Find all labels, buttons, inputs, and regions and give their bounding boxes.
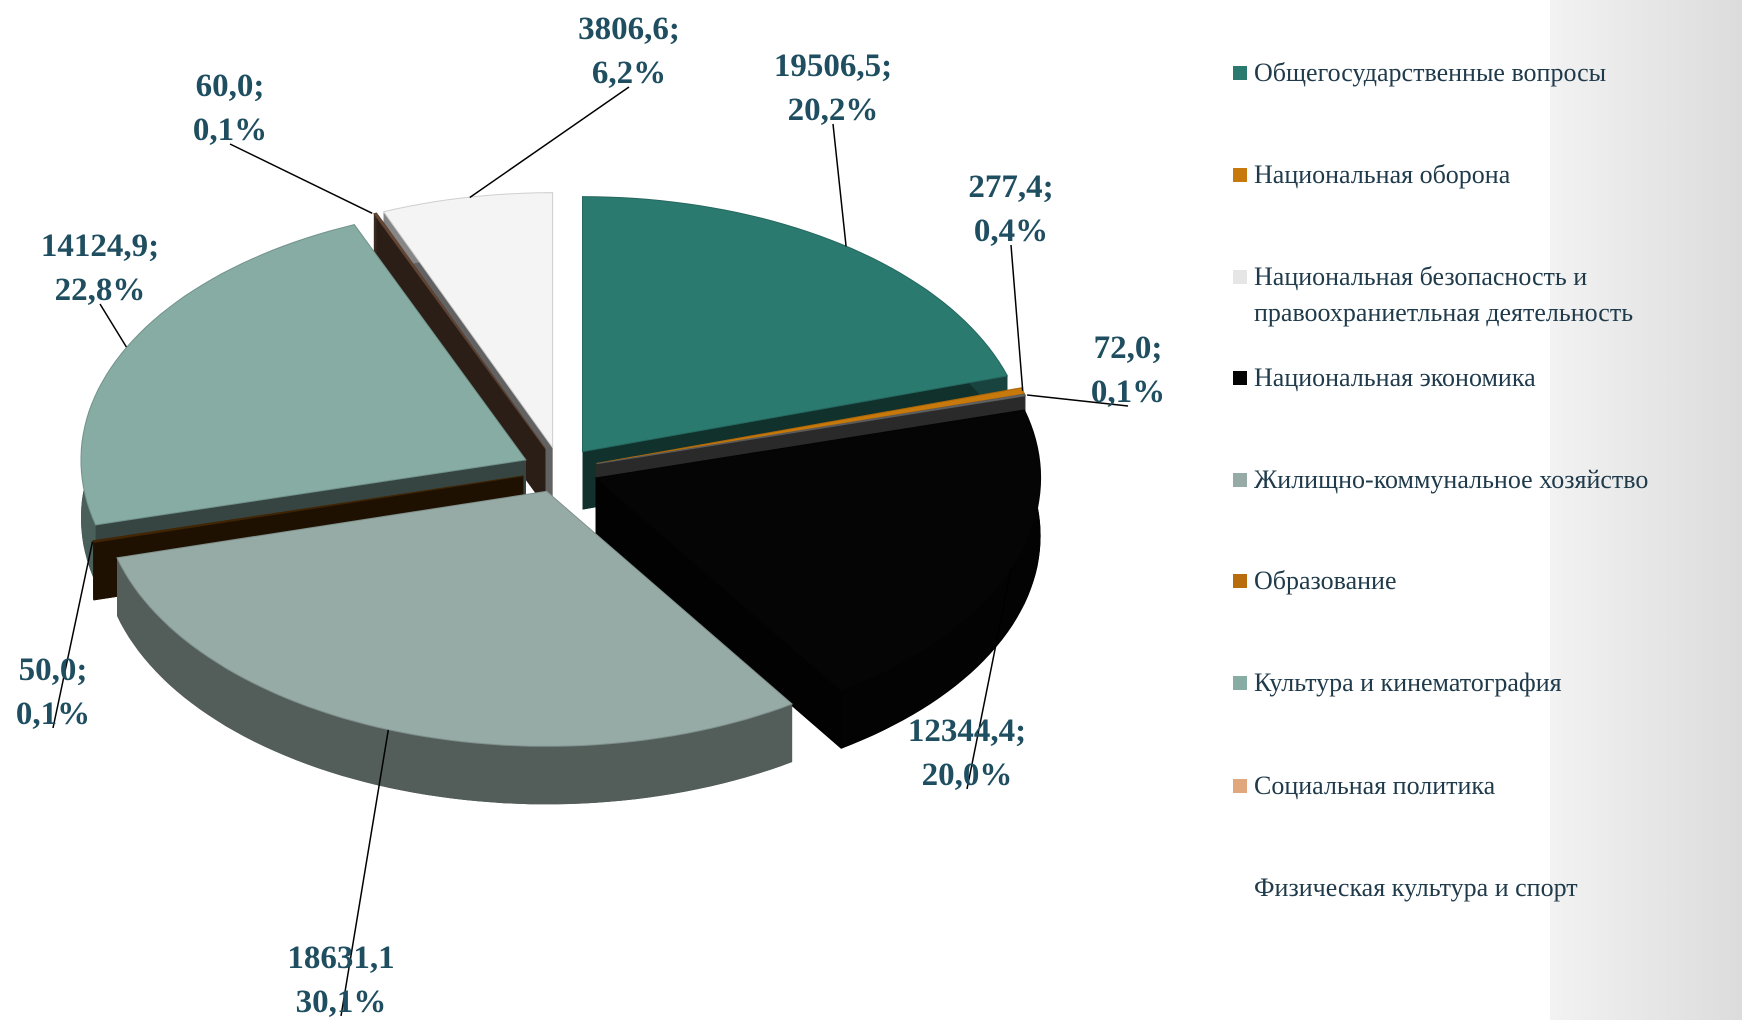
slice — [92, 475, 524, 543]
slice — [116, 490, 794, 747]
data-label: 20,0% — [922, 757, 1013, 793]
legend-label: Общегосударственные вопросы — [1254, 58, 1607, 87]
data-label: 0,4% — [974, 213, 1048, 249]
slice — [594, 409, 1042, 692]
data-label: 14124,9; — [41, 228, 159, 264]
legend-swatch — [1233, 881, 1247, 895]
legend-item: Физическая культура и спорт — [1233, 870, 1578, 906]
background-strip — [1550, 0, 1742, 1020]
legend-swatch — [1233, 270, 1247, 284]
legend-label: Национальная экономика — [1254, 363, 1536, 392]
data-label: 19506,5; — [774, 48, 892, 84]
slice — [382, 192, 554, 450]
data-label: 60,0; — [196, 68, 265, 104]
leader-line — [966, 567, 1013, 790]
legend-label: Национальная безопасность и правоохрание… — [1254, 262, 1634, 327]
leader-line — [1027, 394, 1129, 407]
data-label: 277,4; — [968, 169, 1053, 205]
legend-swatch — [1233, 779, 1247, 793]
legend-swatch — [1233, 371, 1247, 385]
leader-line — [340, 729, 390, 1017]
legend-swatch — [1233, 574, 1247, 588]
legend-item: Национальная безопасность и правоохрание… — [1233, 259, 1704, 331]
slice-side — [93, 540, 94, 601]
legend-label: Культура и кинематография — [1254, 668, 1562, 697]
legend-item: Национальная экономика — [1233, 360, 1536, 396]
data-label: 12344,4; — [908, 713, 1026, 749]
data-label: 20,2% — [788, 92, 879, 128]
slice — [373, 212, 546, 450]
legend-label: Социальная политика — [1254, 771, 1496, 800]
slice — [596, 393, 1027, 465]
leader-line — [229, 143, 373, 215]
slice — [582, 196, 1009, 453]
data-label: 18631,1 — [287, 940, 394, 976]
data-label: 0,1% — [1091, 374, 1165, 410]
legend-label: Образование — [1254, 566, 1397, 595]
legend-label: Физическая культура и спорт — [1254, 873, 1578, 902]
legend-item: Культура и кинематография — [1233, 665, 1562, 701]
legend-swatch — [1233, 676, 1247, 690]
leader-line — [832, 123, 847, 247]
legend-swatch — [1233, 168, 1247, 182]
legend-item: Образование — [1233, 563, 1397, 599]
slice — [80, 224, 527, 526]
data-label: 72,0; — [1094, 330, 1163, 366]
slice-side — [841, 409, 1041, 749]
legend-swatch — [1233, 473, 1247, 487]
legend-item: Социальная политика — [1233, 768, 1495, 804]
legend-label: Жилищно-коммунальное хозяйство — [1254, 465, 1649, 494]
data-label: 0,1% — [16, 696, 90, 732]
leader-line — [52, 541, 94, 729]
leader-line — [99, 303, 128, 348]
legend-swatch — [1233, 66, 1247, 80]
legend-label: Национальная оборона — [1254, 160, 1511, 189]
data-label: 50,0; — [19, 652, 88, 688]
slice-wall — [595, 478, 842, 749]
legend-item: Жилищно-коммунальное хозяйство — [1233, 462, 1648, 498]
leader-line — [469, 86, 630, 199]
leader-line — [1010, 244, 1024, 391]
data-label: 0,1% — [193, 112, 267, 148]
data-label: 22,8% — [55, 272, 146, 308]
data-label: 30,1% — [296, 984, 387, 1020]
data-label: 6,2% — [592, 55, 666, 91]
legend-item: Общегосударственные вопросы — [1233, 55, 1606, 91]
legend-item: Национальная оборона — [1233, 157, 1510, 193]
data-label: 3806,6; — [578, 11, 680, 47]
